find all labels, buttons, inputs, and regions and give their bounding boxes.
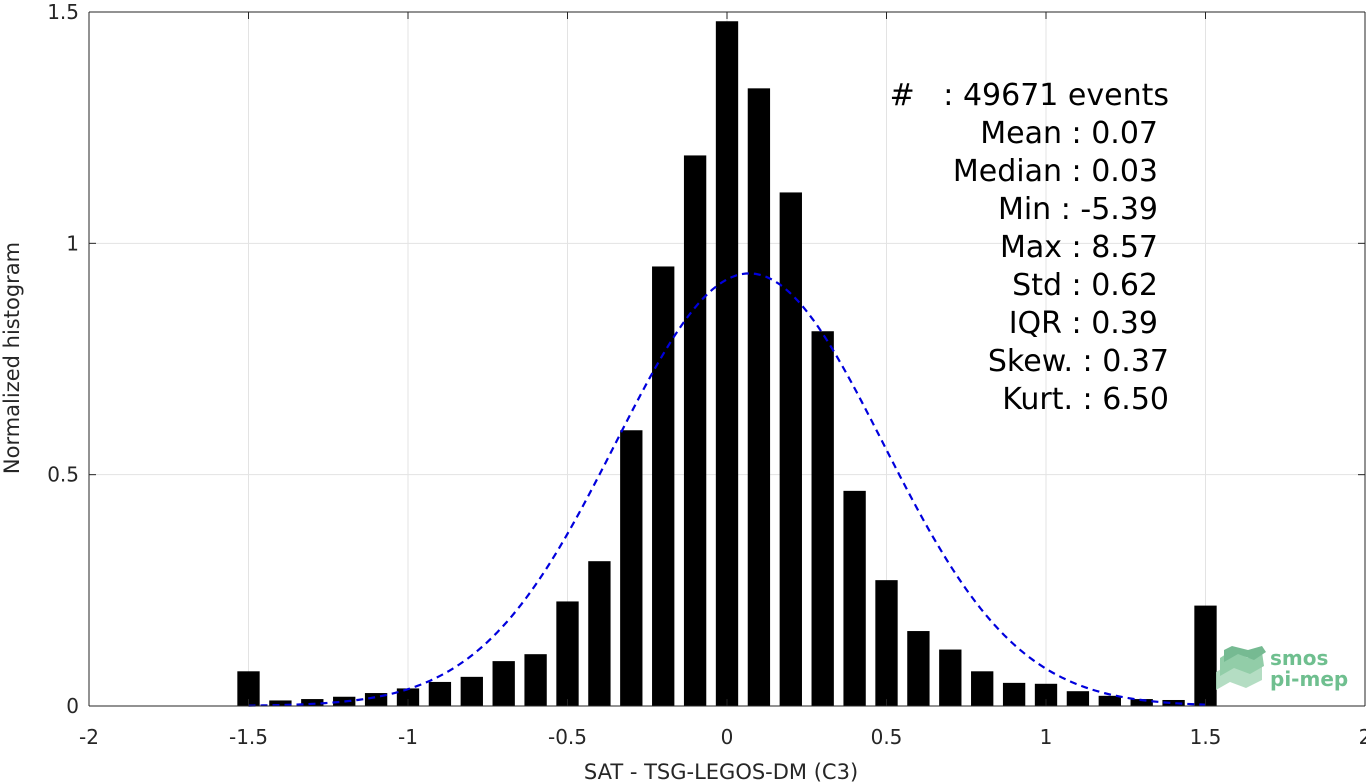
y-axis-label: Normalized histogram bbox=[0, 242, 24, 474]
stat-std: Std : 0.62 bbox=[1012, 268, 1158, 303]
x-tick-label: 0.5 bbox=[871, 725, 903, 749]
histogram-bar bbox=[524, 654, 547, 706]
histogram-bar bbox=[939, 649, 962, 706]
histogram-bar bbox=[237, 671, 260, 706]
histogram-bar bbox=[269, 700, 292, 706]
histogram-bar bbox=[333, 696, 356, 706]
y-tick-label: 1 bbox=[66, 231, 79, 255]
histogram-bar bbox=[683, 155, 707, 706]
histogram-bar bbox=[875, 580, 898, 706]
x-tick-label: -2 bbox=[79, 725, 99, 749]
stat-events: # : 49671 events bbox=[890, 78, 1169, 113]
x-tick-label: 1 bbox=[1040, 725, 1053, 749]
histogram-bar bbox=[1002, 682, 1026, 706]
x-tick-labels: -2 -1.5 -1 -0.5 0 0.5 1 1.5 2 bbox=[79, 725, 1366, 749]
histogram-bar bbox=[396, 688, 420, 706]
histogram-bar bbox=[971, 671, 994, 706]
histogram-bar bbox=[1066, 691, 1090, 706]
stat-min: Min : -5.39 bbox=[998, 192, 1158, 227]
logo-line-2: pi-mep bbox=[1270, 667, 1348, 691]
histogram-bar bbox=[1130, 699, 1153, 706]
statistics-box: # : 49671 events Mean : 0.07 Median : 0.… bbox=[890, 78, 1169, 417]
x-axis-label: SAT - TSG-LEGOS-DM (C3) bbox=[584, 760, 858, 784]
histogram-bar bbox=[1194, 605, 1217, 706]
histogram-bar bbox=[588, 561, 611, 706]
histogram-bar bbox=[779, 192, 802, 706]
histogram-bar bbox=[715, 21, 739, 706]
logo-line-1: smos bbox=[1270, 646, 1328, 670]
stat-iqr: IQR : 0.39 bbox=[1009, 306, 1158, 341]
x-tick-label: -0.5 bbox=[548, 725, 587, 749]
histogram-bar bbox=[652, 266, 675, 706]
y-tick-label: 0 bbox=[66, 694, 79, 718]
histogram-bars bbox=[237, 21, 1217, 707]
stat-mean: Mean : 0.07 bbox=[980, 116, 1158, 151]
histogram-bar bbox=[620, 430, 643, 706]
x-tick-label: 2 bbox=[1359, 725, 1366, 749]
histogram-bar bbox=[811, 331, 834, 706]
stat-kurt: Kurt. : 6.50 bbox=[1002, 382, 1169, 417]
histogram-bar bbox=[460, 676, 483, 706]
stat-median: Median : 0.03 bbox=[953, 154, 1158, 189]
histogram-bar bbox=[747, 88, 771, 707]
histogram-bar bbox=[428, 681, 452, 706]
x-tick-label: -1 bbox=[398, 725, 418, 749]
histogram-bar bbox=[907, 631, 930, 706]
histogram-bar bbox=[556, 601, 579, 706]
smos-pimep-logo: smos pi-mep bbox=[1216, 646, 1348, 691]
histogram-bar bbox=[1098, 695, 1121, 706]
histogram-bar bbox=[1034, 683, 1058, 706]
logo-mark-icon bbox=[1216, 646, 1266, 690]
histogram-bar bbox=[301, 699, 324, 706]
histogram-bar bbox=[492, 661, 515, 706]
y-tick-labels: 0 0.5 1 1.5 bbox=[47, 0, 79, 718]
y-tick-label: 1.5 bbox=[47, 0, 79, 24]
y-tick-label: 0.5 bbox=[47, 463, 79, 487]
x-tick-label: -1.5 bbox=[229, 725, 268, 749]
stat-max: Max : 8.57 bbox=[1000, 230, 1158, 265]
stat-skew: Skew. : 0.37 bbox=[988, 344, 1169, 379]
axes-frame bbox=[88, 11, 1366, 707]
histogram-bar bbox=[1162, 699, 1185, 706]
x-tick-label: 1.5 bbox=[1190, 725, 1222, 749]
histogram-bar bbox=[843, 490, 866, 706]
x-tick-label: 0 bbox=[721, 725, 734, 749]
normal-fit-curve bbox=[248, 272, 1206, 707]
